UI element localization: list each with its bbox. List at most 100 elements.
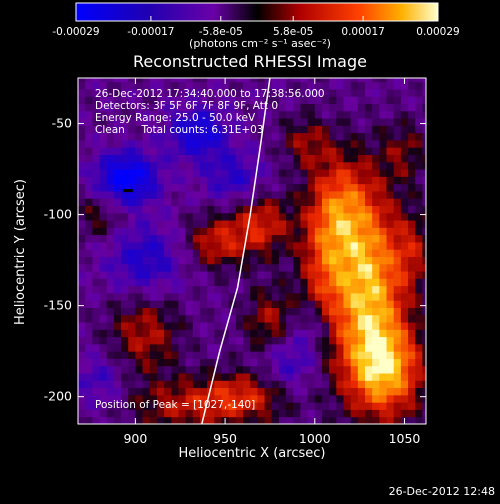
image-pixel <box>228 147 237 155</box>
image-pixel <box>264 190 273 199</box>
image-pixel <box>343 161 352 170</box>
image-pixel <box>121 154 129 163</box>
image-pixel <box>178 147 187 155</box>
image-pixel <box>192 292 201 301</box>
image-pixel <box>271 322 280 330</box>
image-pixel <box>178 351 187 359</box>
image-pixel <box>408 132 416 141</box>
image-pixel <box>207 88 215 97</box>
image-pixel <box>400 176 409 185</box>
image-pixel <box>372 249 380 257</box>
image-pixel <box>257 358 266 367</box>
image-pixel <box>329 139 337 148</box>
image-pixel <box>171 409 179 418</box>
image-pixel <box>400 249 409 257</box>
image-pixel <box>307 88 316 97</box>
image-pixel <box>171 314 179 323</box>
image-pixel <box>235 416 244 424</box>
image-pixel <box>142 125 151 134</box>
image-pixel <box>264 78 273 83</box>
image-pixel <box>135 271 144 279</box>
image-pixel <box>106 285 115 294</box>
image-pixel <box>99 285 108 294</box>
image-pixel <box>207 365 215 374</box>
image-pixel <box>257 154 266 163</box>
colorbar-unit-label: (photons cm⁻² s⁻¹ asec⁻²) <box>189 37 331 50</box>
image-pixel <box>164 416 172 424</box>
image-pixel <box>293 169 301 177</box>
image-pixel <box>171 285 179 294</box>
image-pixel <box>357 190 366 199</box>
image-pixel <box>372 212 380 221</box>
image-pixel <box>207 220 215 228</box>
image-pixel <box>99 103 108 112</box>
image-pixel <box>221 125 230 134</box>
image-pixel <box>92 161 101 170</box>
image-pixel <box>149 118 158 126</box>
image-pixel <box>329 88 337 97</box>
image-pixel <box>92 132 101 141</box>
image-pixel <box>192 169 201 177</box>
image-pixel <box>235 220 244 228</box>
image-pixel <box>221 336 230 345</box>
image-pixel <box>307 416 316 424</box>
image-pixel <box>171 307 179 316</box>
image-pixel <box>207 161 215 170</box>
image-pixel <box>343 285 352 294</box>
image-pixel <box>128 220 136 228</box>
image-pixel <box>250 96 258 104</box>
image-pixel <box>185 314 194 323</box>
image-pixel <box>106 343 115 352</box>
image-pixel <box>321 285 330 294</box>
image-pixel <box>321 300 330 308</box>
image-pixel <box>372 147 380 155</box>
image-pixel <box>149 263 158 272</box>
image-pixel <box>243 336 251 345</box>
image-pixel <box>314 139 323 148</box>
image-pixel <box>278 234 287 243</box>
image-pixel <box>92 416 101 424</box>
image-pixel <box>85 292 93 301</box>
image-pixel <box>386 263 395 272</box>
image-pixel <box>85 314 93 323</box>
image-pixel <box>135 343 144 352</box>
image-pixel <box>286 78 294 83</box>
image-pixel <box>329 343 337 352</box>
image-pixel <box>164 263 172 272</box>
image-pixel <box>113 314 122 323</box>
image-pixel <box>185 183 194 192</box>
image-pixel <box>228 176 237 185</box>
image-pixel <box>386 227 395 236</box>
image-pixel <box>221 351 230 359</box>
image-pixel <box>128 307 136 316</box>
image-pixel <box>178 205 187 214</box>
image-pixel <box>400 103 409 112</box>
image-pixel <box>307 292 316 301</box>
image-pixel <box>78 212 86 221</box>
image-pixel <box>207 125 215 134</box>
image-pixel <box>343 212 352 221</box>
image-pixel <box>321 387 330 396</box>
image-pixel <box>415 205 423 214</box>
image-pixel <box>185 88 194 97</box>
image-pixel <box>149 88 158 97</box>
image-pixel <box>106 256 115 265</box>
image-pixel <box>235 263 244 272</box>
image-pixel <box>271 198 280 206</box>
image-pixel <box>408 249 416 257</box>
image-pixel <box>149 169 158 177</box>
image-pixel <box>164 103 172 112</box>
image-pixel <box>314 249 323 257</box>
x-tick-label: 950 <box>213 431 237 446</box>
image-pixel <box>243 351 251 359</box>
image-pixel <box>400 161 409 170</box>
image-pixel <box>149 365 158 374</box>
image-pixel <box>113 205 122 214</box>
image-pixel <box>128 110 136 119</box>
image-pixel <box>135 169 144 177</box>
image-pixel <box>178 212 187 221</box>
image-pixel <box>386 387 395 396</box>
image-pixel <box>379 198 388 206</box>
image-pixel <box>257 125 266 134</box>
image-pixel <box>113 336 122 345</box>
